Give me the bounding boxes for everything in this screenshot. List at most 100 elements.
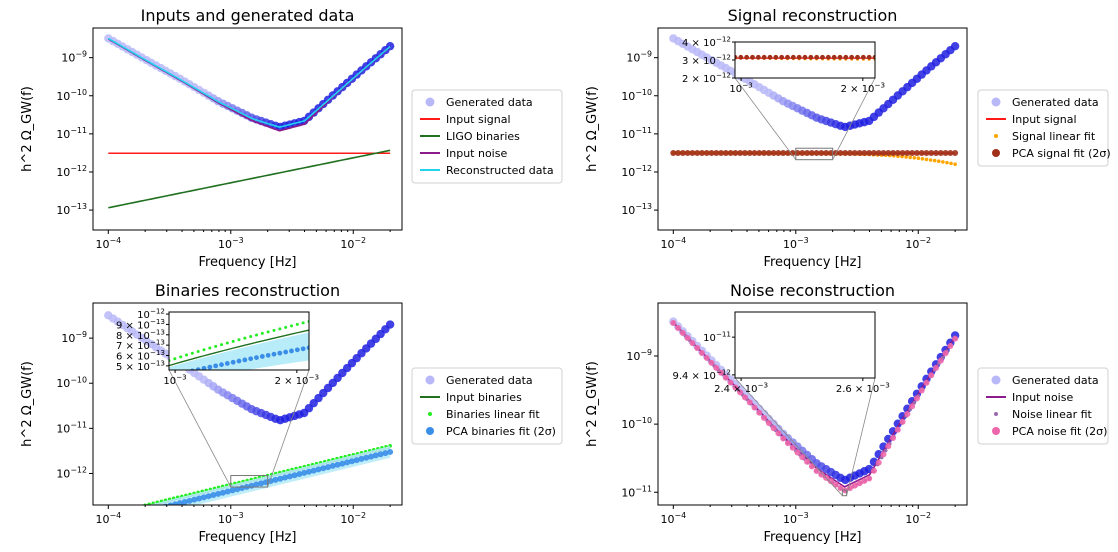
data-point [694,149,701,156]
legend-item: Binaries linear fit [428,408,540,421]
inset-data-point [277,350,283,356]
inset-data-point [874,276,877,279]
data-point [694,344,701,351]
legend-dot-swatch [425,375,435,385]
data-point [713,149,720,156]
inset-x-tick-label: 10−3 [729,81,752,96]
data-point [761,149,768,156]
inset-axes: 10−3 2 × 10−3 5 × 10−136 × 10−137 × 10−138… [116,307,319,387]
data-point [894,149,901,156]
data-point [727,149,734,156]
axes-frame [657,302,968,506]
inset-y-tick-label: 6 × 10−13 [116,348,165,363]
inset-data-point [855,54,860,60]
legend-dot-swatch [994,134,998,138]
data-point [382,450,389,457]
inset-data-point [290,324,293,328]
data-point [870,467,877,474]
x-axis-label: Frequency [Hz] [198,530,296,545]
data-point [832,481,839,488]
inset-data-point [190,351,194,355]
data-point [818,149,825,156]
data-point [890,434,897,441]
data-point [933,149,940,156]
inset-x-tick-label: 10−3 [163,373,186,388]
data-point [176,500,183,505]
inset-data-point [219,362,224,368]
legend-dot-swatch [425,97,435,107]
x-tick-label: 10−4 [660,511,686,526]
data-point [770,425,777,432]
data-point [186,497,193,504]
plot-area [104,34,395,209]
data-point [329,462,336,469]
data-point [916,156,921,160]
data-point [813,149,820,156]
inset-data-point [265,352,271,358]
data-point [936,159,941,163]
data-point [727,379,734,386]
data-point [339,460,346,467]
inset-error-band [169,332,309,370]
zoom-region-box [841,489,848,497]
y-tick-label: 10−11 [56,420,87,435]
inset-data-point [849,54,855,60]
data-point [770,149,777,156]
data-point [937,357,944,364]
inset-frame [168,311,310,371]
x-tick-label: 10−2 [340,236,366,251]
data-point [842,149,849,156]
legend-item: Input signal [420,113,511,126]
data-point [947,342,954,349]
inset-data-point [306,345,309,351]
legend-item: Generated data [425,374,533,387]
y-axis-label: h^2 Ω_GW(f) [20,86,35,172]
data-point [722,374,729,381]
legend-label: Signal linear fit [1012,130,1096,143]
inset-data-point [207,364,213,370]
data-point [912,156,917,160]
legend-item: PCA signal fit (2σ) [992,147,1111,160]
data-point [172,501,179,505]
data-point [923,379,930,386]
legend-box [977,367,1109,445]
inset-data-point [225,341,229,345]
data-point [756,409,763,416]
inset-data-point [837,54,843,60]
data-point [950,41,960,51]
x-axis-label: Frequency [Hz] [763,255,861,270]
legend-item: Input noise [420,147,507,160]
inset-y-tick-label: 3 × 10−12 [682,53,731,68]
data-point [761,414,768,421]
data-point [310,467,317,474]
legend-label: Reconstructed data [446,164,554,177]
data-point [305,468,312,475]
inset-data-point [289,348,294,354]
data-point [908,155,912,160]
inset-data-point [873,275,878,280]
inset-data-point [872,54,875,60]
chart-panel-4: Noise reconstruction Frequency [Hz] h^2 Ω_… [585,275,1109,545]
x-tick-label: 10−2 [340,511,366,526]
inset-data-point [243,336,247,340]
data-point [348,458,355,465]
data-point [718,149,725,156]
y-tick-label: 10−10 [621,416,652,431]
inset-data-point [300,346,306,352]
data-point [372,452,379,459]
inset-axes: 2.4 × 10−3 2.6 × 10−3 9.4 × 10−12 10−11 [672,275,890,395]
data-point [918,387,925,394]
y-tick-label: 10−10 [56,375,87,390]
legend-item: Input signal [986,113,1077,126]
data-point [799,149,806,156]
inset-series-4 [169,332,309,370]
data-point [684,334,691,341]
data-point [813,468,820,475]
data-point [746,149,753,156]
data-point [861,477,868,484]
legend-label: Generated data [446,96,533,109]
legend-label: PCA binaries fit (2σ) [446,425,556,438]
data-point [291,472,298,479]
data-point [277,475,284,482]
